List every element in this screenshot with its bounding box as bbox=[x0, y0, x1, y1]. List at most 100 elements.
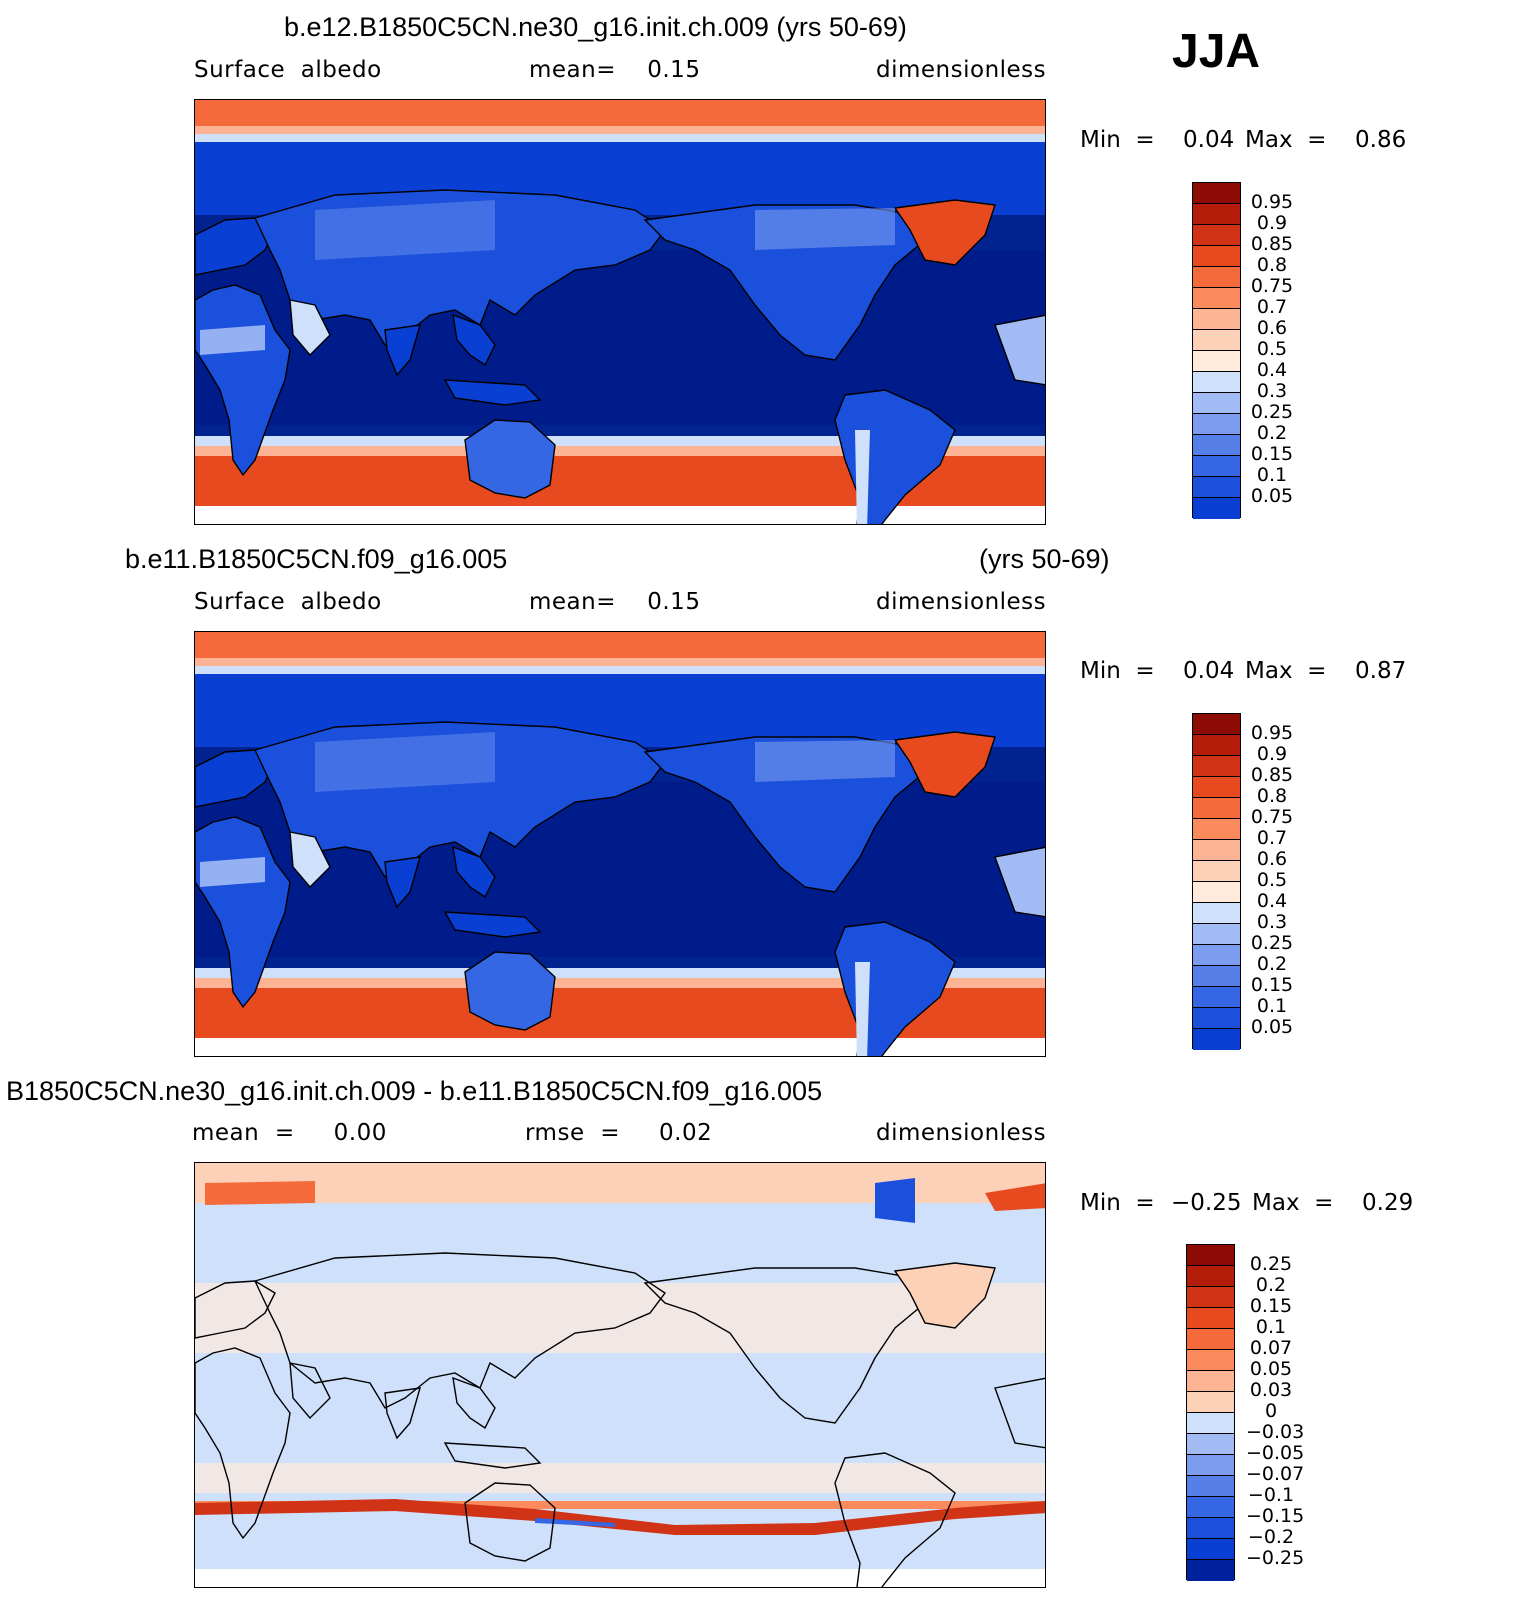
panel-1-colorbar-label: 0.15 bbox=[1250, 443, 1294, 465]
colorbar-segment bbox=[1187, 1245, 1234, 1266]
panel-2-years: (yrs 50-69) bbox=[979, 544, 1110, 574]
panel-3-max-value: 0.29 bbox=[1362, 1190, 1414, 1216]
land-arabia bbox=[289, 299, 331, 357]
panel-3-colorbar-label: 0.07 bbox=[1249, 1337, 1293, 1359]
panel-3-rmse: rmse = 0.02 bbox=[525, 1120, 713, 1146]
arctic-ice-edge bbox=[195, 126, 1045, 134]
panel-2-colorbar-label: 0.6 bbox=[1256, 848, 1288, 870]
na-bright bbox=[755, 740, 895, 782]
colorbar-segment bbox=[1193, 777, 1240, 798]
colorbar-segment bbox=[1193, 498, 1240, 519]
panel-3-colorbar-label: −0.1 bbox=[1247, 1484, 1295, 1506]
panel-2-colorbar-label: 0.8 bbox=[1256, 785, 1288, 807]
panel-2-colorbar-label: 0.25 bbox=[1250, 932, 1294, 954]
colorbar-segment bbox=[1193, 924, 1240, 945]
diff-arctic-positive bbox=[205, 1181, 315, 1205]
land-europe bbox=[195, 749, 276, 808]
diff-greenland-positive bbox=[985, 1183, 1045, 1211]
panel-2-colorbar-label: 0.7 bbox=[1256, 827, 1288, 849]
panel-1-colorbar-label: 0.9 bbox=[1256, 212, 1288, 234]
panel-3-colorbar-label: 0.15 bbox=[1249, 1295, 1293, 1317]
colorbar-segment bbox=[1193, 393, 1240, 414]
colorbar-segment bbox=[1193, 1029, 1240, 1050]
colorbar-segment bbox=[1193, 183, 1240, 204]
diff-missing-data bbox=[195, 1569, 1045, 1587]
panel-3-colorbar-label: −0.15 bbox=[1246, 1505, 1305, 1527]
coast-sam bbox=[834, 1452, 956, 1587]
sahara-bright bbox=[200, 325, 265, 355]
diff-southern-ring bbox=[195, 1499, 1045, 1535]
land-india bbox=[384, 856, 421, 909]
panel-3-colorbar-label: 0.1 bbox=[1255, 1316, 1287, 1338]
panel-3-colorbar bbox=[1186, 1244, 1235, 1581]
colorbar-segment bbox=[1193, 204, 1240, 225]
arctic-ice bbox=[195, 632, 1045, 658]
colorbar-segment bbox=[1187, 1476, 1234, 1497]
colorbar-segment bbox=[1193, 1008, 1240, 1029]
panel-2-colorbar-label: 0.2 bbox=[1256, 953, 1288, 975]
coast-india bbox=[384, 1387, 421, 1440]
land-indonesia bbox=[443, 379, 542, 406]
colorbar-segment bbox=[1193, 756, 1240, 777]
panel-1-colorbar-label: 0.05 bbox=[1250, 485, 1294, 507]
diff-north-band bbox=[195, 1283, 1045, 1353]
colorbar-segment bbox=[1187, 1371, 1234, 1392]
panel-1-colorbar bbox=[1192, 182, 1241, 519]
panel-2-min-label: Min = bbox=[1080, 658, 1155, 684]
colorbar-segment bbox=[1193, 351, 1240, 372]
panel-3-map bbox=[194, 1162, 1046, 1588]
diff-southern-ring-upper bbox=[195, 1501, 1045, 1509]
asia-bright bbox=[315, 732, 495, 792]
panel-3-colorbar-label: −0.03 bbox=[1246, 1421, 1305, 1443]
colorbar-segment bbox=[1187, 1329, 1234, 1350]
panel-1-colorbar-label: 0.3 bbox=[1256, 380, 1288, 402]
colorbar-segment bbox=[1187, 1308, 1234, 1329]
panel-1-colorbar-label: 0.6 bbox=[1256, 317, 1288, 339]
arctic-ice-edge bbox=[195, 658, 1045, 666]
panel-2-colorbar-label: 0.3 bbox=[1256, 911, 1288, 933]
colorbar-segment bbox=[1193, 288, 1240, 309]
land-indonesia bbox=[443, 911, 542, 938]
diff-hudson-negative bbox=[875, 1178, 915, 1223]
colorbar-segment bbox=[1193, 330, 1240, 351]
colorbar-segment bbox=[1193, 477, 1240, 498]
colorbar-segment bbox=[1193, 456, 1240, 477]
diff-southern-negative bbox=[535, 1518, 615, 1527]
panel-2-colorbar bbox=[1192, 713, 1241, 1050]
panel-2-units: dimensionless bbox=[876, 589, 1047, 615]
colorbar-segment bbox=[1193, 735, 1240, 756]
panel-2-colorbar-label: 0.1 bbox=[1256, 995, 1288, 1017]
colorbar-segment bbox=[1187, 1266, 1234, 1287]
panel-2-max-label: Max = bbox=[1245, 658, 1327, 684]
panel-3-max-label: Max = bbox=[1252, 1190, 1334, 1216]
arctic-ice bbox=[195, 100, 1045, 126]
panel-2-colorbar-label: 0.4 bbox=[1256, 890, 1288, 912]
colorbar-segment bbox=[1187, 1287, 1234, 1308]
colorbar-segment bbox=[1193, 414, 1240, 435]
panel-3-min-label: Min = bbox=[1080, 1190, 1155, 1216]
panel-2-colorbar-label: 0.5 bbox=[1256, 869, 1288, 891]
coast-arabia bbox=[289, 1362, 331, 1420]
colorbar-segment bbox=[1187, 1434, 1234, 1455]
colorbar-segment bbox=[1193, 903, 1240, 924]
panel-2-colorbar-label: 0.9 bbox=[1256, 743, 1288, 765]
land-seasia bbox=[452, 313, 496, 367]
arctic-ice-margin bbox=[195, 666, 1045, 674]
coast-greenland bbox=[893, 1262, 996, 1329]
panel-1-colorbar-label: 0.75 bbox=[1250, 275, 1294, 297]
season-label: JJA bbox=[1172, 25, 1261, 78]
colorbar-segment bbox=[1187, 1560, 1234, 1581]
panel-3-colorbar-label: 0.25 bbox=[1249, 1253, 1293, 1275]
arctic-ice-margin bbox=[195, 134, 1045, 142]
panel-1-colorbar-label: 0.8 bbox=[1256, 254, 1288, 276]
colorbar-segment bbox=[1193, 861, 1240, 882]
colorbar-segment bbox=[1193, 372, 1240, 393]
panel-2-field-name: Surface albedo bbox=[194, 589, 382, 615]
coast-europe bbox=[195, 1280, 276, 1339]
panel-1-min-value: 0.04 bbox=[1183, 127, 1235, 153]
colorbar-segment bbox=[1193, 267, 1240, 288]
colorbar-segment bbox=[1193, 987, 1240, 1008]
land-arabia bbox=[289, 831, 331, 889]
panel-3-min-value: −0.25 bbox=[1171, 1190, 1242, 1216]
panel-3-mean: mean = 0.00 bbox=[192, 1120, 387, 1146]
